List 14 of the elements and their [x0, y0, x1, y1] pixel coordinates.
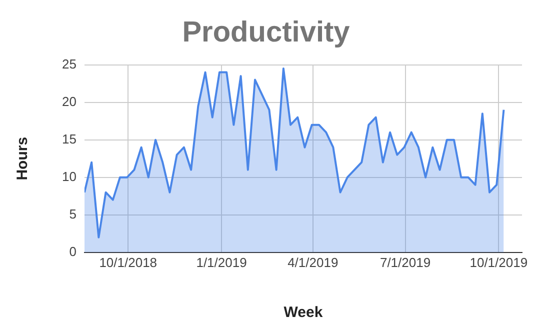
y-tick-label: 15 [62, 131, 76, 146]
x-tick-label: 10/1/2019 [470, 254, 528, 270]
y-tick-label: 0 [69, 244, 76, 259]
y-tick-label: 20 [62, 94, 76, 109]
y-axis-title: Hours [14, 136, 32, 180]
x-tick-label: 4/1/2019 [288, 254, 338, 270]
x-tick-label: 7/1/2019 [380, 254, 431, 270]
x-tick-label: 10/1/2018 [99, 254, 158, 270]
y-tick-label: 10 [62, 168, 76, 184]
x-tick-label: 1/1/2019 [196, 254, 247, 270]
x-axis-title: Week [284, 304, 324, 322]
chart-title: Productivity [182, 16, 350, 48]
y-tick-label: 5 [69, 206, 76, 222]
y-tick-label: 25 [62, 56, 76, 72]
